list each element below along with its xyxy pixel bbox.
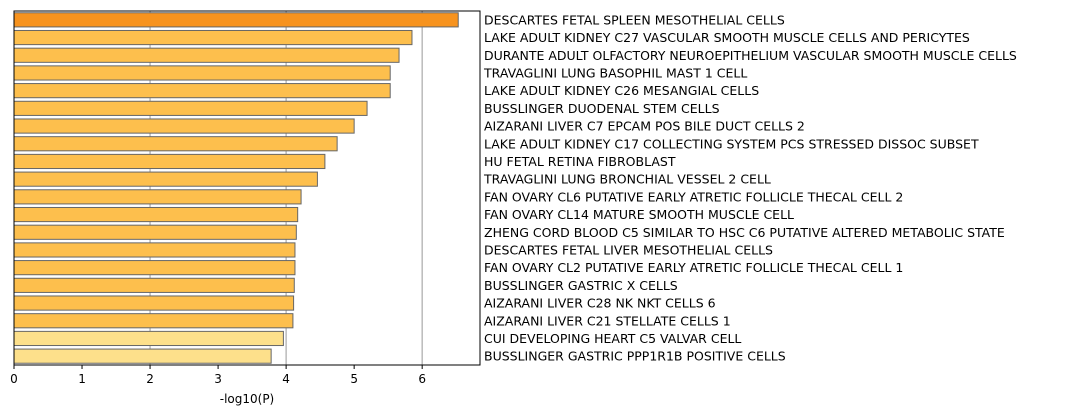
bar [13, 348, 272, 364]
bar [13, 242, 296, 258]
category-label: CUI DEVELOPING HEART C5 VALVAR CELL [484, 331, 741, 346]
grid-layer [149, 11, 423, 365]
category-label: LAKE ADULT KIDNEY C17 COLLECTING SYSTEM … [484, 136, 979, 151]
plot-frame [13, 10, 481, 366]
bar [13, 65, 391, 81]
category-label: DESCARTES FETAL LIVER MESOTHELIAL CELLS [484, 242, 773, 257]
category-label: LAKE ADULT KIDNEY C27 VASCULAR SMOOTH MU… [484, 30, 970, 45]
x-tick-label: 5 [350, 372, 358, 386]
bar [13, 277, 295, 293]
bar [13, 100, 368, 116]
category-label: HU FETAL RETINA FIBROBLAST [484, 154, 676, 169]
category-label: BUSSLINGER GASTRIC X CELLS [484, 278, 678, 293]
x-tick-label: 1 [78, 372, 86, 386]
x-tick-label: 6 [418, 372, 426, 386]
bar [13, 118, 355, 134]
category-label: LAKE ADULT KIDNEY C26 MESANGIAL CELLS [484, 83, 759, 98]
bar [13, 189, 302, 205]
category-label: TRAVAGLINI LUNG BASOPHIL MAST 1 CELL [483, 65, 747, 80]
category-label: ZHENG CORD BLOOD C5 SIMILAR TO HSC C6 PU… [484, 225, 1005, 240]
category-label: DESCARTES FETAL SPLEEN MESOTHELIAL CELLS [484, 12, 785, 27]
category-label: FAN OVARY CL2 PUTATIVE EARLY ATRETIC FOL… [484, 260, 903, 275]
category-label: DURANTE ADULT OLFACTORY NEUROEPITHELIUM … [484, 48, 1017, 63]
bar [13, 313, 294, 329]
category-label: FAN OVARY CL6 PUTATIVE EARLY ATRETIC FOL… [484, 189, 903, 204]
bar [13, 224, 297, 240]
category-label: AIZARANI LIVER C21 STELLATE CELLS 1 [484, 313, 731, 328]
category-label: TRAVAGLINI LUNG BRONCHIAL VESSEL 2 CELL [483, 172, 771, 187]
bar [13, 29, 413, 46]
category-labels: DESCARTES FETAL SPLEEN MESOTHELIAL CELLS… [483, 12, 1017, 363]
x-tick-label: 3 [214, 372, 222, 386]
x-axis-label: -log10(P) [220, 392, 275, 406]
bar [13, 330, 284, 347]
bar [13, 12, 459, 28]
bar [13, 260, 296, 276]
category-label: AIZARANI LIVER C7 EPCAM POS BILE DUCT CE… [484, 119, 805, 134]
bar-layer [13, 12, 459, 364]
x-tick-label: 2 [146, 372, 154, 386]
bar [13, 171, 318, 187]
bar [13, 83, 391, 99]
category-label: BUSSLINGER GASTRIC PPP1R1B POSITIVE CELL… [484, 349, 786, 364]
x-axis: 0 1 2 3 4 5 6 [10, 365, 426, 386]
category-label: FAN OVARY CL14 MATURE SMOOTH MUSCLE CELL [484, 207, 794, 222]
x-tick-label: 0 [10, 372, 18, 386]
bar [13, 295, 295, 311]
x-tick-label: 4 [282, 372, 290, 386]
category-label: BUSSLINGER DUODENAL STEM CELLS [484, 101, 720, 116]
bar [13, 206, 299, 223]
bar [13, 136, 338, 152]
bar [13, 47, 400, 63]
category-label: AIZARANI LIVER C28 NK NKT CELLS 6 [484, 296, 716, 311]
bar [13, 153, 326, 170]
